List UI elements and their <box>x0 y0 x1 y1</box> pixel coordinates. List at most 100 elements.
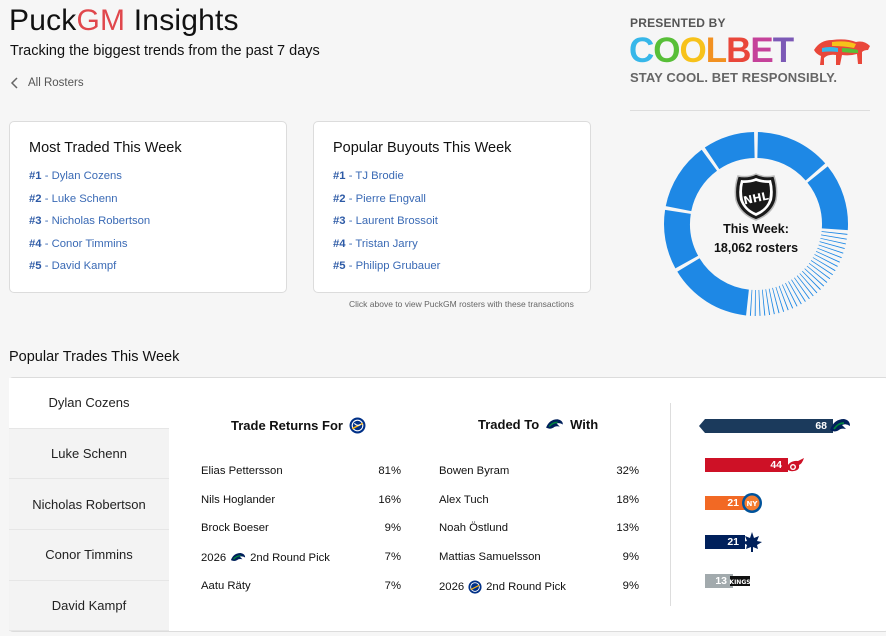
red-wings-icon <box>784 454 806 476</box>
trade-percentage: 7% <box>384 551 401 564</box>
ranked-player-link[interactable]: #4 - Tristan Jarry <box>333 237 440 260</box>
ranked-player-link[interactable]: #3 - Laurent Brossoit <box>333 214 440 237</box>
trade-percentage: 13% <box>616 522 639 535</box>
donut-segment <box>677 258 749 316</box>
traded-to-header: Traded To With <box>478 417 598 432</box>
most-traded-card: Most Traded This Week #1 - Dylan Cozens #… <box>9 121 287 293</box>
page-subtitle: Tracking the biggest trends from the pas… <box>10 43 320 59</box>
donut-segment <box>812 257 836 272</box>
trade-row[interactable]: Alex Tuch <box>439 494 489 506</box>
rank-label: #5 <box>29 260 42 273</box>
player-name: - TJ Brodie <box>345 170 404 182</box>
player-name: - Conor Timmins <box>41 237 128 250</box>
donut-segment <box>754 289 756 316</box>
sabres-icon <box>349 417 366 434</box>
all-rosters-link[interactable]: All Rosters <box>10 77 84 89</box>
player-name: - Philipp Grubauer <box>345 260 441 273</box>
logo-letter: C <box>629 31 654 70</box>
donut-segment <box>814 254 838 267</box>
trade-percentage: 9% <box>384 522 401 535</box>
kings-icon: KINGS <box>729 570 751 592</box>
tab-player[interactable]: Conor Timmins <box>9 530 169 581</box>
ranked-player-link[interactable]: #1 - TJ Brodie <box>333 169 440 192</box>
trade-asset-name: Elias Pettersson <box>201 465 283 477</box>
rank-label: #4 <box>29 237 42 250</box>
rank-label: #2 <box>333 192 346 205</box>
ranked-player-link[interactable]: #3 - Nicholas Robertson <box>29 214 150 237</box>
polar-bear-icon <box>814 39 870 65</box>
tab-player[interactable]: Dylan Cozens <box>9 378 169 429</box>
donut-segment <box>821 234 847 240</box>
popular-trades-title: Popular Trades This Week <box>9 349 180 365</box>
donut-segment <box>808 262 831 280</box>
trade-asset-name: Nils Hoglander <box>201 493 276 506</box>
trade-row[interactable]: Brock Boeser <box>201 522 269 534</box>
destination-bar[interactable] <box>705 457 788 472</box>
trade-asset-name: 2nd Round Pick <box>250 551 330 564</box>
maple-leafs-icon <box>741 531 763 553</box>
trade-row[interactable]: Noah Östlund <box>439 522 508 534</box>
destination-bar[interactable] <box>705 535 745 550</box>
trade-percentage: 9% <box>622 551 639 564</box>
trade-asset-name: Aatu Räty <box>201 579 251 592</box>
donut-segment <box>807 166 848 231</box>
trade-row[interactable]: 2026 2nd Round Pick <box>201 551 330 564</box>
trade-row[interactable]: 2026 2nd Round Pick <box>439 580 566 594</box>
trade-returns-header: Trade Returns For <box>231 417 366 434</box>
donut-segment <box>818 244 844 254</box>
destination-count: 13 <box>715 574 727 587</box>
trade-percentage: 81% <box>378 465 401 477</box>
donut-segment <box>815 251 840 263</box>
all-rosters-label: All Rosters <box>28 77 84 89</box>
trade-percentage: 9% <box>622 579 639 592</box>
destination-bar[interactable] <box>705 496 745 511</box>
ranked-player-link[interactable]: #5 - Philipp Grubauer <box>333 259 440 282</box>
nhl-shield-icon: NHL <box>734 173 778 221</box>
donut-segment <box>758 289 761 316</box>
ranked-player-link[interactable]: #4 - Conor Timmins <box>29 237 150 260</box>
canucks-icon <box>231 553 246 562</box>
player-name: - Laurent Brossoit <box>345 215 438 228</box>
chevron-left-icon <box>10 77 18 89</box>
sabres-icon <box>468 580 482 594</box>
trade-row[interactable]: Aatu Räty <box>201 580 251 592</box>
rank-label: #4 <box>333 237 346 250</box>
svg-text:KINGS: KINGS <box>729 579 750 586</box>
page-title: PuckGM Insights <box>9 4 239 37</box>
traded-to-label: Traded To <box>478 417 540 432</box>
coolbet-logo[interactable]: COOLBET <box>629 31 794 70</box>
trade-percentage: 18% <box>616 493 639 506</box>
destination-bar[interactable] <box>699 419 833 433</box>
divider <box>630 110 870 111</box>
donut-segment <box>788 281 802 305</box>
tab-player[interactable]: Luke Schenn <box>9 428 169 480</box>
ranked-player-link[interactable]: #1 - Dylan Cozens <box>29 169 150 192</box>
rank-label: #3 <box>29 215 42 228</box>
tab-player[interactable]: David Kampf <box>9 580 169 632</box>
svg-text:NY: NY <box>747 500 759 508</box>
canucks-icon <box>829 415 851 437</box>
donut-segment <box>772 287 780 314</box>
trade-percentage: 32% <box>616 465 639 477</box>
ranked-player-link[interactable]: #5 - David Kampf <box>29 259 150 282</box>
tab-player[interactable]: Nicholas Robertson <box>9 479 169 531</box>
player-name: - Nicholas Robertson <box>41 215 151 228</box>
destination-bar[interactable] <box>705 573 733 588</box>
trade-row[interactable]: Bowen Byram <box>439 465 509 477</box>
trade-asset-name: Mattias Samuelsson <box>439 551 541 564</box>
trade-asset-name: Brock Boeser <box>201 522 269 535</box>
player-name: - Dylan Cozens <box>41 170 122 182</box>
islanders-icon: NY <box>741 492 763 514</box>
donut-segment <box>664 209 699 269</box>
sponsor-tagline: STAY COOL. BET RESPONSIBLY. <box>630 70 838 85</box>
ranked-player-link[interactable]: #2 - Luke Schenn <box>29 192 150 215</box>
trade-row[interactable]: Nils Hoglander <box>201 494 275 506</box>
ranked-player-link[interactable]: #2 - Pierre Engvall <box>333 192 440 215</box>
trade-row[interactable]: Mattias Samuelsson <box>439 551 541 563</box>
rank-label: #5 <box>333 260 346 273</box>
donut-segment <box>799 273 818 294</box>
trade-row[interactable]: Elias Pettersson <box>201 465 283 477</box>
rosters-donut-chart <box>664 132 848 316</box>
player-name: - David Kampf <box>41 260 117 273</box>
donut-segment <box>775 286 785 312</box>
